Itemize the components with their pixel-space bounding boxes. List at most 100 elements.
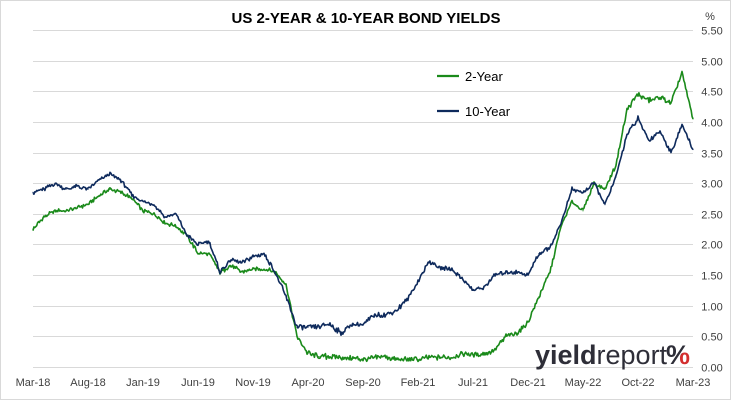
data-point-10-year	[164, 216, 166, 218]
data-point-2-year	[109, 188, 111, 190]
logo-percent-icon: %	[666, 340, 690, 370]
data-point-10-year	[406, 299, 408, 301]
data-point-10-year	[186, 234, 188, 236]
x-tick-label: Oct-22	[621, 377, 654, 389]
y-tick-label: 5.50	[701, 26, 722, 38]
data-point-2-year	[549, 271, 551, 273]
y-tick-label: 2.50	[701, 210, 722, 222]
data-point-2-year	[43, 216, 45, 218]
data-point-10-year	[571, 188, 573, 190]
data-point-2-year	[637, 93, 639, 95]
data-point-10-year	[76, 185, 78, 187]
data-point-2-year	[175, 225, 177, 227]
x-tick-label: Jul-21	[458, 377, 488, 389]
data-point-10-year	[428, 261, 430, 263]
data-point-10-year	[648, 139, 650, 141]
data-point-2-year	[604, 188, 606, 190]
data-point-10-year	[197, 243, 199, 246]
data-point-10-year	[384, 314, 386, 316]
data-point-10-year	[516, 271, 518, 273]
data-point-10-year	[670, 151, 672, 154]
data-point-2-year	[538, 295, 540, 298]
data-point-10-year	[637, 118, 639, 120]
y-tick-label: 5.00	[701, 57, 722, 69]
data-point-10-year	[329, 323, 331, 325]
x-tick-label: Sep-20	[345, 377, 380, 389]
data-point-2-year	[65, 210, 67, 212]
series-line-2-year	[32, 70, 694, 363]
data-point-2-year	[659, 96, 661, 98]
data-point-10-year	[351, 323, 353, 325]
data-point-2-year	[318, 355, 320, 358]
data-point-10-year	[285, 295, 287, 298]
data-point-2-year	[626, 109, 628, 111]
data-point-2-year	[582, 210, 584, 212]
data-point-2-year	[351, 357, 353, 360]
data-point-2-year	[439, 356, 441, 358]
data-point-2-year	[296, 335, 298, 337]
x-tick-label: Feb-21	[401, 377, 436, 389]
data-point-2-year	[120, 191, 122, 193]
data-point-10-year	[296, 326, 298, 328]
data-point-2-year	[681, 72, 683, 74]
data-point-2-year	[131, 197, 133, 200]
legend: 2-Year 10-Year	[437, 69, 511, 119]
data-point-2-year	[241, 271, 243, 273]
data-point-10-year	[626, 133, 628, 135]
data-point-10-year	[681, 124, 683, 126]
y-tick-label: 0.00	[701, 363, 722, 375]
data-point-2-year	[615, 164, 617, 166]
data-point-2-year	[362, 358, 364, 360]
data-point-10-year	[263, 253, 265, 255]
data-point-2-year	[472, 354, 474, 356]
data-point-10-year	[230, 259, 232, 261]
data-point-2-year	[648, 99, 650, 102]
data-point-10-year	[153, 204, 155, 206]
x-axis-ticks: Mar-18 Aug-18 Jan-19 Jun-19 Nov-19 Apr-20 Sep-…	[16, 377, 711, 389]
x-tick-label: Dec-21	[510, 377, 545, 389]
data-point-2-year	[54, 210, 56, 212]
x-tick-label: Jun-19	[181, 377, 215, 389]
data-point-10-year	[560, 222, 562, 224]
data-point-10-year	[417, 280, 419, 282]
data-point-10-year	[241, 262, 243, 264]
y-tick-label: 4.50	[701, 87, 722, 99]
data-point-10-year	[142, 200, 144, 203]
legend-label: 10-Year	[465, 104, 511, 119]
data-point-2-year	[197, 253, 199, 255]
data-point-2-year	[384, 355, 386, 358]
y-tick-label: 2.00	[701, 240, 722, 252]
svg-text:yieldreport: yieldreport	[535, 340, 668, 370]
data-point-2-year	[417, 359, 419, 361]
data-point-10-year	[208, 240, 210, 242]
data-point-10-year	[593, 182, 595, 184]
data-point-10-year	[505, 271, 507, 273]
y-tick-label: 1.00	[701, 302, 722, 314]
data-point-10-year	[494, 274, 496, 276]
data-point-2-year	[494, 349, 496, 351]
data-point-2-year	[571, 200, 573, 203]
grid-layer	[33, 30, 693, 368]
data-point-10-year	[395, 310, 397, 312]
data-point-2-year	[483, 352, 485, 355]
yieldreport-logo: yieldreport %	[535, 340, 690, 370]
data-point-10-year	[362, 324, 364, 326]
data-point-2-year	[307, 352, 309, 355]
data-point-10-year	[131, 194, 133, 197]
data-point-10-year	[307, 326, 309, 328]
x-tick-label: Apr-20	[291, 377, 324, 389]
data-point-10-year	[472, 289, 474, 292]
data-point-2-year	[516, 332, 518, 334]
data-point-10-year	[527, 274, 529, 276]
data-point-10-year	[340, 332, 342, 334]
x-tick-label: Jan-19	[126, 377, 160, 389]
y-tick-label: 3.00	[701, 179, 722, 191]
y-axis-ticks: 5.50 5.00 4.50 4.00 3.50 3.00 2.50 2.00 1.50 1.00…	[701, 26, 722, 375]
data-point-2-year	[87, 204, 89, 206]
data-point-10-year	[604, 204, 606, 206]
data-point-10-year	[32, 191, 34, 193]
data-point-10-year	[274, 271, 276, 273]
x-tick-label: Mar-18	[16, 377, 51, 389]
